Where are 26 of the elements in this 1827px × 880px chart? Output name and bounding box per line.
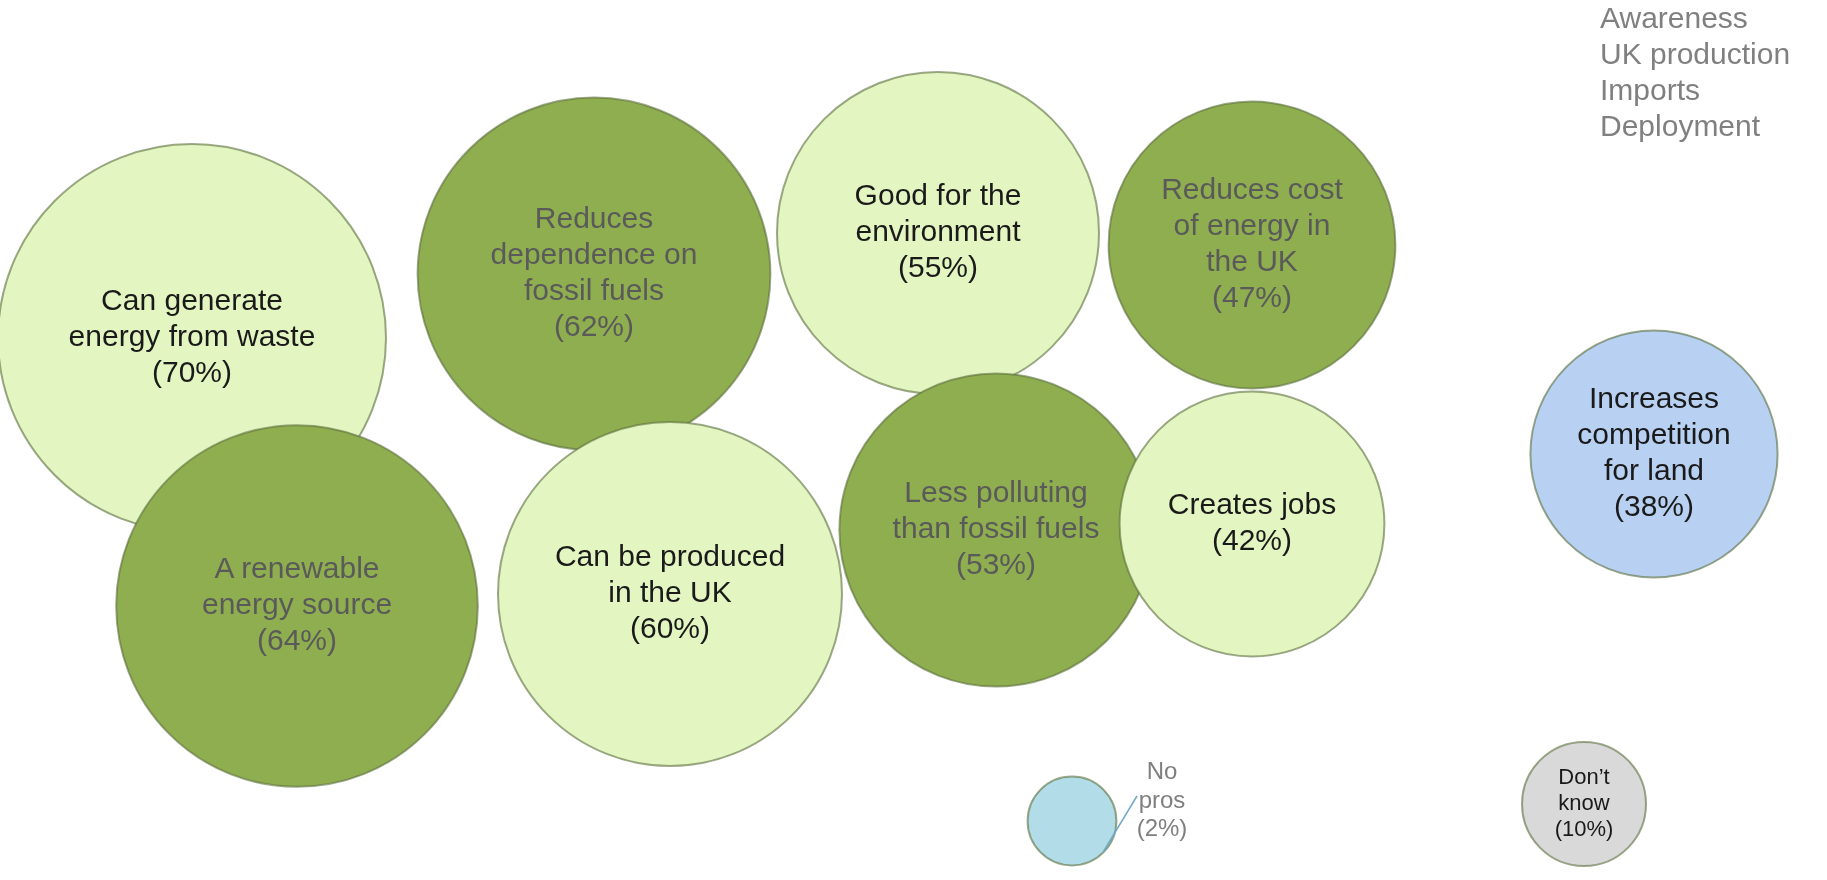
data-label: (42%) — [1211, 523, 1293, 557]
data-label: (62%) — [553, 309, 635, 343]
category-label: Creates jobs — [1167, 487, 1337, 521]
category-label: Reduces cost of energy in the UK — [1161, 172, 1344, 278]
data-label: (60%) — [629, 611, 711, 645]
category-label: Can generate energy from waste — [68, 283, 316, 353]
category-label: A renewable energy source — [201, 551, 393, 621]
data-label: (55%) — [897, 250, 979, 284]
category-label: Reduces dependence on fossil fuels — [490, 201, 698, 307]
data-label: (2%) — [1136, 814, 1188, 842]
category-label: Don’t know — [1558, 763, 1610, 816]
category-label: No pros — [1138, 756, 1186, 813]
text: UK production — [1600, 36, 1791, 72]
category-label: Can be produced in the UK — [554, 539, 786, 609]
text: Imports — [1600, 72, 1702, 108]
category-label: Increases competition for land — [1577, 381, 1731, 487]
text: Awareness — [1600, 0, 1749, 36]
data-label: (10%) — [1554, 816, 1614, 842]
data-label: (47%) — [1211, 280, 1293, 314]
data-label: (70%) — [151, 355, 233, 389]
data-label: (64%) — [256, 623, 338, 657]
category-label: Good for the environment — [854, 178, 1022, 248]
category-label: Less polluting than fossil fuels — [892, 475, 1100, 545]
data-label: (38%) — [1613, 489, 1695, 523]
data-label: (53%) — [955, 547, 1037, 581]
text: Deployment — [1600, 108, 1762, 144]
